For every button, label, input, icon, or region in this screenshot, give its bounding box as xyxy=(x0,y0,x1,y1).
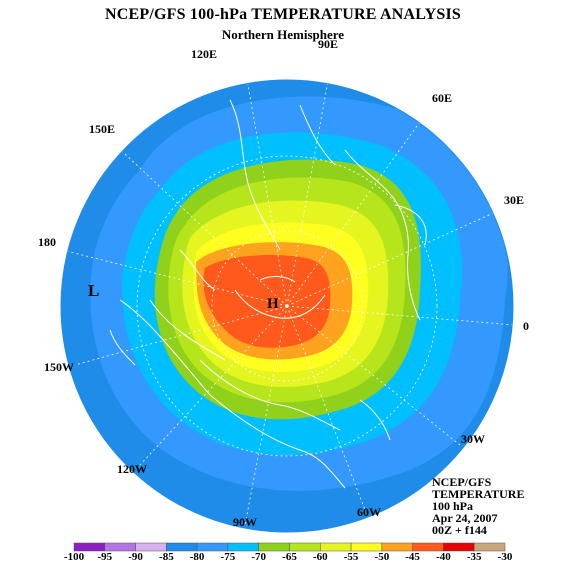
band-minus-45 xyxy=(203,255,331,348)
hemisphere-outline xyxy=(60,79,514,533)
lon-label-60w: 60W xyxy=(357,505,381,519)
colorbar-swatch--70 xyxy=(258,542,290,552)
colorbar-label: -80 xyxy=(189,551,205,563)
info-level: 100 hPa xyxy=(432,499,474,513)
lon-label-30e: 30E xyxy=(504,193,525,207)
colorbar-swatch--100 xyxy=(73,542,106,552)
lon-label-0: 0 xyxy=(523,319,529,333)
temperature-bands xyxy=(61,80,513,526)
colorbar-label: -30 xyxy=(497,551,513,563)
colorbar-swatch--45 xyxy=(412,542,444,552)
colorbar-label: -90 xyxy=(128,551,143,563)
info-box: NCEP/GFS TEMPERATURE 100 hPa Apr 24, 200… xyxy=(432,476,524,536)
lon-label-150w: 150W xyxy=(44,360,74,374)
low-pressure-marker: L xyxy=(88,281,99,300)
coastlines xyxy=(109,99,427,489)
high-pressure-marker: H xyxy=(267,296,279,312)
colorbar-swatch--40 xyxy=(443,542,475,552)
info-forecast-hour: 00Z + f144 xyxy=(432,523,487,537)
colorbar-label: -75 xyxy=(220,551,236,563)
graticule xyxy=(61,80,513,526)
colorbar-swatch--90 xyxy=(135,542,167,552)
colorbar-label: -60 xyxy=(312,551,328,563)
info-date: Apr 24, 2007 xyxy=(432,511,498,525)
colorbar xyxy=(73,542,506,552)
lon-label-90w: 90W xyxy=(233,515,257,529)
lon-label-150e: 150E xyxy=(89,122,116,136)
colorbar-label: -55 xyxy=(343,551,359,563)
colorbar-swatch--60 xyxy=(320,542,352,552)
lon-label-120e: 120E xyxy=(191,47,218,61)
colorbar-swatch--55 xyxy=(350,542,383,552)
colorbar-swatch--50 xyxy=(381,542,413,552)
colorbar-label: -95 xyxy=(97,551,113,563)
colorbar-swatch--65 xyxy=(289,542,321,552)
colorbar-swatch--85 xyxy=(166,542,198,552)
colorbar-label: -65 xyxy=(282,551,297,563)
colorbar-label: -45 xyxy=(405,551,420,563)
colorbar-swatch--75 xyxy=(227,542,259,552)
colorbar-label: -50 xyxy=(374,551,390,563)
colorbar-label: -85 xyxy=(159,551,174,563)
lon-label-30w: 30W xyxy=(461,432,485,446)
lon-label-90e: 90E xyxy=(318,37,339,51)
colorbar-label: -40 xyxy=(436,551,451,563)
info-variable: TEMPERATURE xyxy=(432,487,525,501)
colorbar-label: -100 xyxy=(63,551,85,563)
colorbar-swatch--35 xyxy=(473,542,506,552)
colorbar-swatch--80 xyxy=(196,542,229,552)
colorbar-label: -70 xyxy=(251,551,267,563)
colorbar-labels: -100 -95 -90 -85 -80 -75 -70 -65 -60 -55 -50 -45 -40… xyxy=(0,551,566,565)
lon-label-60e: 60E xyxy=(432,91,453,105)
colorbar-swatch--95 xyxy=(104,542,136,552)
map-subtitle: Northern Hemisphere xyxy=(221,27,345,42)
lon-label-180: 180 xyxy=(38,235,56,249)
colorbar-label: -35 xyxy=(466,551,482,563)
info-model: NCEP/GFS xyxy=(432,475,492,489)
map-title: NCEP/GFS 100-hPa TEMPERATURE ANALYSIS xyxy=(104,6,462,23)
lon-label-120w: 120W xyxy=(117,462,147,476)
